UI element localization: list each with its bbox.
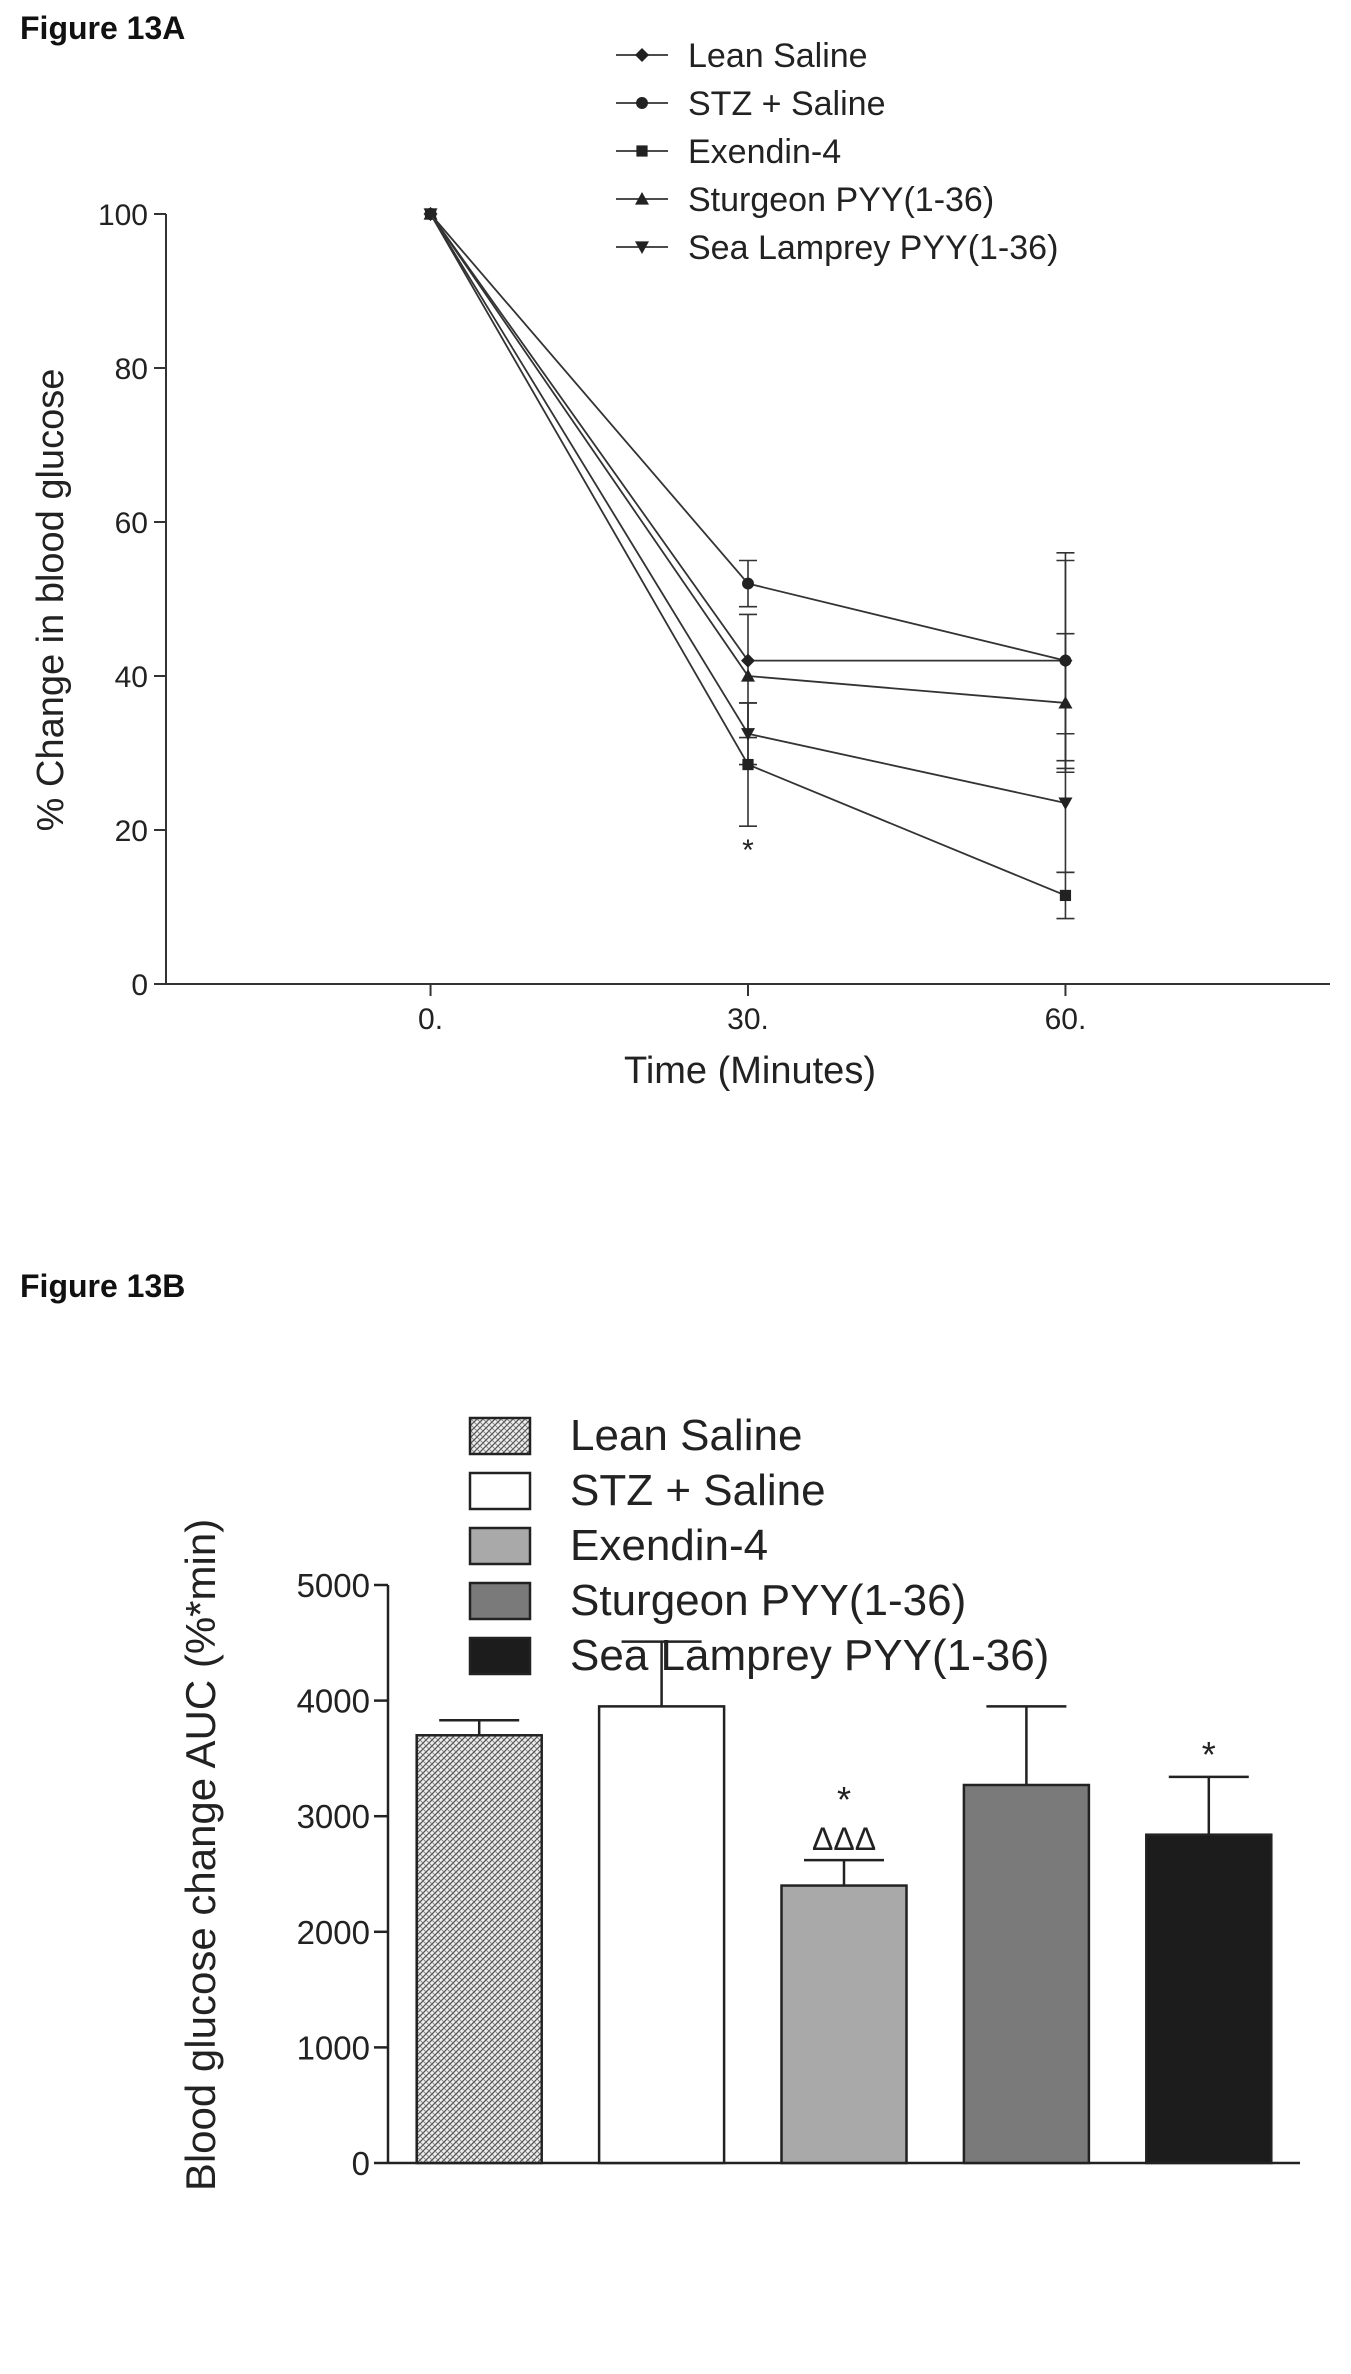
data-point <box>741 653 755 668</box>
legend-marker <box>636 145 648 157</box>
data-point <box>741 728 755 741</box>
data-point <box>742 758 754 771</box>
legend-swatch <box>468 1471 532 1511</box>
legend-swatch <box>468 1581 532 1621</box>
legend-marker <box>636 97 648 109</box>
significance-marker: ΔΔΔ <box>812 1821 876 1857</box>
data-point <box>1058 797 1073 811</box>
y-tick-label: 20 <box>115 815 148 848</box>
line-chart: 0 20 40 60 80 100 0. 30. 60. * Lean Saline STZ + … <box>30 37 1330 1092</box>
data-point <box>1059 654 1072 667</box>
legend-label: Sea Lamprey PYY(1-36) <box>570 1631 1049 1680</box>
legend-label: Exendin-4 <box>688 133 841 171</box>
y-tick-label: 5000 <box>297 1567 370 1604</box>
data-point <box>1058 695 1073 709</box>
y-tick-label: 100 <box>98 199 148 232</box>
bar <box>780 1884 908 2165</box>
y-tick-label: 40 <box>115 661 148 694</box>
legend-marker <box>635 192 649 205</box>
y-axis-label: Blood glucose change AUC (%*min) <box>177 1519 224 2191</box>
significance-marker: * <box>1202 1734 1216 1775</box>
bar <box>1145 1833 1273 2165</box>
y-axis-label: % Change in blood glucose <box>30 369 72 832</box>
legend-marker <box>635 241 649 254</box>
bar <box>415 1734 543 2165</box>
legend-swatch <box>468 1636 532 1676</box>
legend-label: Sturgeon PYY(1-36) <box>688 181 994 219</box>
figure-13a-label: Figure 13A <box>20 10 186 46</box>
legend-label: Lean Saline <box>570 1411 802 1460</box>
legend-label: STZ + Saline <box>688 85 885 123</box>
legend-label: Sea Lamprey PYY(1-36) <box>688 229 1058 267</box>
significance-marker: * <box>837 1779 851 1820</box>
figure-13b-label: Figure 13B <box>20 1268 186 1304</box>
bar <box>597 1705 726 2165</box>
y-tick-label: 4000 <box>297 1683 370 1720</box>
data-point <box>741 669 755 682</box>
x-tick-label: 60. <box>1045 1003 1087 1036</box>
y-tick-label: 3000 <box>297 1798 370 1835</box>
legend-marker <box>635 48 649 62</box>
legend-swatch <box>468 1416 532 1456</box>
bar <box>962 1783 1091 2165</box>
legend-label: STZ + Saline <box>570 1466 826 1515</box>
x-axis-label: Time (Minutes) <box>624 1050 876 1092</box>
y-tick-label: 80 <box>115 353 148 386</box>
legend-swatch <box>468 1526 532 1566</box>
legend-label: Sturgeon PYY(1-36) <box>570 1576 966 1625</box>
y-tick-label: 0 <box>352 2145 370 2182</box>
significance-marker: * <box>742 834 754 867</box>
x-tick-label: 30. <box>727 1003 769 1036</box>
legend-label: Exendin-4 <box>570 1521 768 1570</box>
data-point <box>423 208 438 221</box>
y-tick-label: 60 <box>115 507 148 540</box>
y-tick-label: 0 <box>131 969 148 1002</box>
x-tick-label: 0. <box>418 1003 443 1036</box>
y-tick-label: 2000 <box>297 1914 370 1951</box>
y-tick-label: 1000 <box>297 2029 370 2066</box>
legend-label: Lean Saline <box>688 37 868 75</box>
data-point <box>1059 889 1072 902</box>
data-point <box>742 577 754 590</box>
